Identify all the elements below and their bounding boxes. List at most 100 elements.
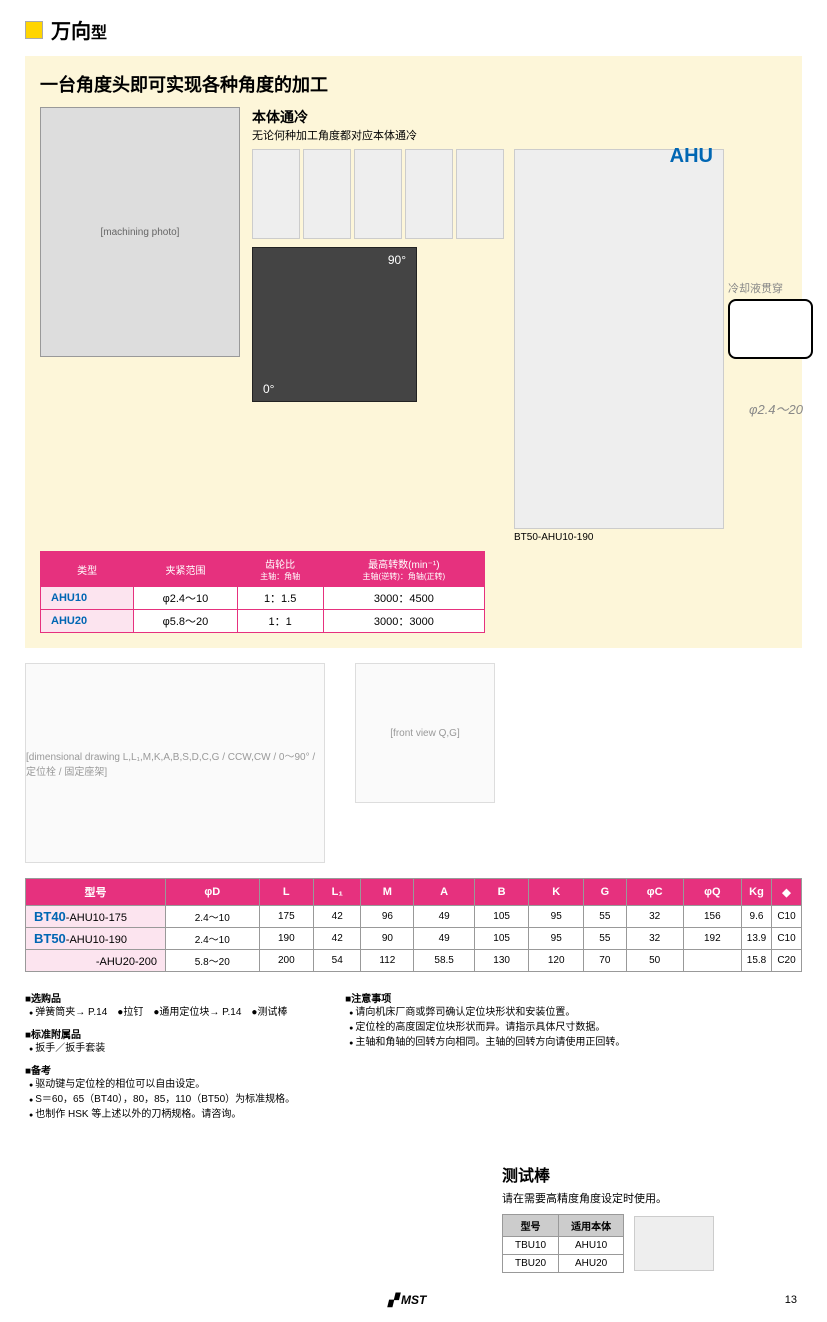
dimension-label: φ2.4～20 (749, 399, 803, 418)
test-bar-section: 测试棒 请在需要高精度角度设定时使用。 型号 适用本体 TBU10 AHU10 … (25, 1162, 802, 1273)
coolant-label: 冷却液贯穿 (728, 280, 818, 296)
table-row: -AHU20-200 5.8～202005411258.513012070501… (26, 950, 802, 972)
spec-table: 类型 夹紧范围 齿轮比主轴：角轴 最高转数(min⁻¹)主轴(逆转)：角轴(正转… (40, 551, 485, 633)
th: φC (626, 879, 683, 906)
th: φD (166, 879, 260, 906)
th-type: 类型 (41, 552, 134, 587)
reference-heading: ■备考 (25, 1062, 295, 1077)
page-footer: ▞ MST 13 (25, 1293, 802, 1307)
category-header: 万向型 (25, 15, 802, 44)
caution-heading: ■注意事项 (345, 990, 625, 1005)
th: 适用本体 (559, 1215, 624, 1237)
th: G (583, 879, 626, 906)
cell: 2.4～10 (166, 906, 260, 928)
coolant-callout: 冷却液贯穿 (728, 280, 818, 359)
category-marker (25, 21, 43, 39)
cell: 9.6 (742, 906, 772, 928)
note-item: 定位栓的高度固定位块形状而异。请指示具体尺寸数据。 (349, 1020, 625, 1035)
tool-variant (405, 149, 453, 239)
model-cell: BT40-AHU10-175 (26, 906, 166, 928)
hero-section: 一台角度头即可实现各种角度的加工 [machining photo] 本体通冷 … (25, 56, 802, 648)
th: L (259, 879, 314, 906)
cell: 13.9 (742, 928, 772, 950)
test-desc: 请在需要高精度角度设定时使用。 (502, 1190, 802, 1206)
product-label: AHU (670, 145, 713, 168)
options-heading: ■选购品 (25, 990, 295, 1005)
cell: TBU20 (503, 1255, 559, 1273)
note-item: 扳手／扳手套装 (29, 1041, 295, 1056)
cell: 1：1 (237, 610, 323, 633)
th-rpm: 最高转数(min⁻¹)主轴(逆转)：角轴(正转) (323, 552, 484, 587)
th: 型号 (26, 879, 166, 906)
tool-variant (456, 149, 504, 239)
cell: 32 (626, 906, 683, 928)
front-view-diagram: [front view Q,G] (355, 663, 495, 803)
page-number: 13 (785, 1294, 797, 1306)
note-item: 弹簧筒夹→ P.14 ●拉钉 ●通用定位块→ P.14 ●测试棒 (29, 1005, 295, 1020)
machine-photo: [machining photo] (40, 107, 240, 357)
tool-variant (354, 149, 402, 239)
cell: 120 (529, 950, 584, 972)
cell: C10 (772, 928, 802, 950)
model-cell: AHU20 (41, 610, 134, 633)
angle-90-label: 90° (388, 253, 406, 267)
cell: 192 (683, 928, 741, 950)
cell: 105 (474, 928, 529, 950)
cell: 58.5 (414, 950, 474, 972)
table-row: TBU20 AHU20 (503, 1255, 624, 1273)
cell: φ2.4～10 (134, 587, 237, 610)
th-weight-icon: Kg (742, 879, 772, 906)
notes-section: ■选购品 弹簧筒夹→ P.14 ●拉钉 ●通用定位块→ P.14 ●测试棒 ■标… (25, 984, 802, 1122)
th: 型号 (503, 1215, 559, 1237)
category-main: 万向 (51, 21, 91, 43)
model-cell: BT50-AHU10-190 (26, 928, 166, 950)
note-item: 主轴和角轴的回转方向相同。主轴的回转方向请使用正回转。 (349, 1035, 625, 1050)
th: A (414, 879, 474, 906)
subhead: 本体通冷 (252, 107, 787, 127)
cell: C20 (772, 950, 802, 972)
th-clamp: 夹紧范围 (134, 552, 237, 587)
cell: 130 (474, 950, 529, 972)
tool-variant (252, 149, 300, 239)
angle-variants (252, 149, 504, 239)
cell: 49 (414, 928, 474, 950)
table-row: BT50-AHU10-190 2.4～101904290491059555321… (26, 928, 802, 950)
cell: 5.8～20 (166, 950, 260, 972)
cell: 175 (259, 906, 314, 928)
cell: TBU10 (503, 1237, 559, 1255)
note-item: 驱动键与定位栓的相位可以自由设定。 (29, 1077, 295, 1092)
th: K (529, 879, 584, 906)
table-row: AHU20 φ5.8～20 1：1 3000：3000 (41, 610, 485, 633)
cell: 42 (314, 928, 361, 950)
cell: AHU10 (559, 1237, 624, 1255)
cell: 105 (474, 906, 529, 928)
test-title: 测试棒 (502, 1162, 802, 1186)
cell: 55 (583, 906, 626, 928)
test-table: 型号 适用本体 TBU10 AHU10 TBU20 AHU20 (502, 1214, 624, 1273)
cell: 95 (529, 928, 584, 950)
side-view-diagram: [dimensional drawing L,L₁,M,K,A,B,S,D,C,… (25, 663, 325, 863)
dimension-table: 型号 φD L L₁ M A B K G φC φQ Kg ◆ BT40-AHU… (25, 878, 802, 972)
subdesc: 无论何种加工角度都对应本体通冷 (252, 127, 787, 143)
test-bar-image (634, 1216, 714, 1271)
table-header-row: 型号 φD L L₁ M A B K G φC φQ Kg ◆ (26, 879, 802, 906)
cell: 200 (259, 950, 314, 972)
angle-0-label: 0° (263, 382, 274, 396)
cell: 42 (314, 906, 361, 928)
headline: 一台角度头即可实现各种角度的加工 (40, 71, 787, 97)
cell: φ5.8～20 (134, 610, 237, 633)
table-row: TBU10 AHU10 (503, 1237, 624, 1255)
cell: 112 (361, 950, 414, 972)
model-cell: AHU10 (41, 587, 134, 610)
cell: 3000：4500 (323, 587, 484, 610)
cell: C10 (772, 906, 802, 928)
table-row: AHU10 φ2.4～10 1：1.5 3000：4500 (41, 587, 485, 610)
th: B (474, 879, 529, 906)
th: φQ (683, 879, 741, 906)
th-gear: 齿轮比主轴：角轴 (237, 552, 323, 587)
cell: 54 (314, 950, 361, 972)
cell: 90 (361, 928, 414, 950)
note-item: S＝60，65（BT40），80，85，110（BT50）为标准规格。 (29, 1092, 295, 1107)
cell: 15.8 (742, 950, 772, 972)
accessories-heading: ■标准附属品 (25, 1026, 295, 1041)
